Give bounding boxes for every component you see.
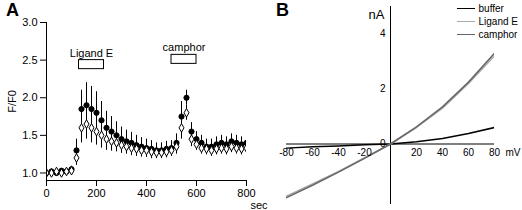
svg-text:2: 2 (380, 83, 386, 94)
svg-text:1.0: 1.0 (22, 166, 37, 178)
svg-text:0: 0 (380, 138, 386, 149)
svg-text:-60: -60 (305, 147, 320, 158)
svg-text:F/F0: F/F0 (6, 90, 18, 113)
svg-text:4: 4 (380, 28, 386, 39)
html-text:B: B (276, 0, 289, 20)
svg-text:nA: nA (369, 7, 385, 22)
svg-text:2.5: 2.5 (22, 54, 37, 66)
svg-text:sec: sec (250, 199, 268, 210)
svg-text:Ligand E: Ligand E (70, 47, 113, 59)
svg-text:60: 60 (463, 147, 475, 158)
svg-text:-80: -80 (279, 147, 294, 158)
html-text:Ligand E: Ligand E (478, 16, 518, 27)
svg-text:-20: -20 (357, 147, 372, 158)
html-text:camphor: camphor (478, 29, 518, 40)
svg-text:200: 200 (87, 187, 105, 199)
svg-text:3.0: 3.0 (22, 16, 37, 28)
html-text:buffer: buffer (478, 3, 504, 14)
svg-text:-40: -40 (331, 147, 346, 158)
svg-text:400: 400 (137, 187, 155, 199)
svg-text:2.0: 2.0 (22, 91, 37, 103)
html-text:A: A (6, 0, 19, 20)
svg-text:80: 80 (489, 147, 501, 158)
svg-text:800: 800 (237, 187, 255, 199)
svg-text:1.5: 1.5 (22, 129, 37, 141)
svg-text:0: 0 (43, 187, 49, 199)
svg-text:20: 20 (411, 147, 423, 158)
svg-text:600: 600 (187, 187, 205, 199)
svg-text:camphor: camphor (163, 41, 206, 53)
svg-text:mV: mV (506, 147, 521, 158)
svg-text:40: 40 (437, 147, 449, 158)
